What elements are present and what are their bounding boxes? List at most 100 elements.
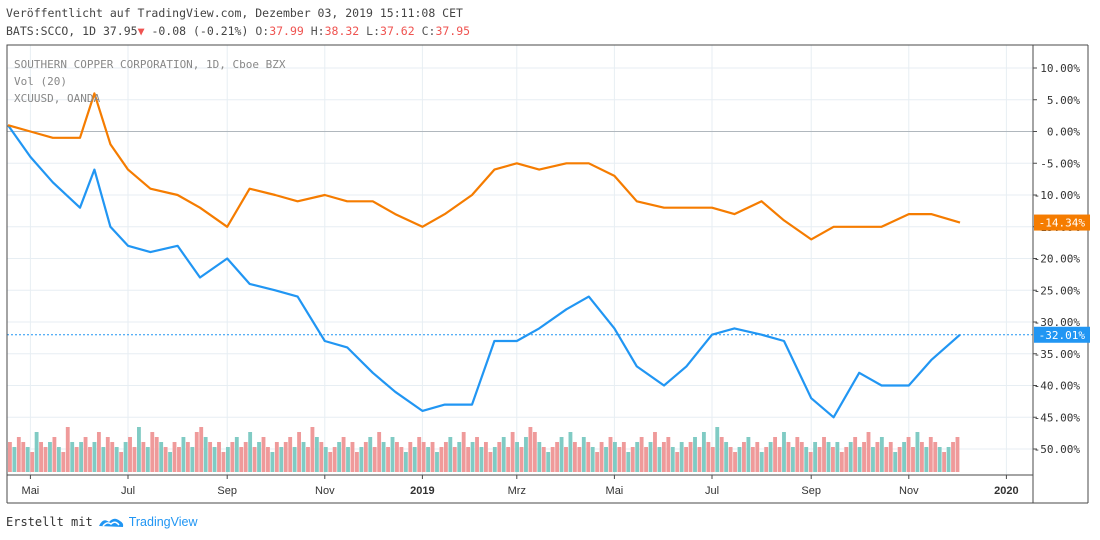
volume-bar bbox=[16, 437, 21, 472]
low-value: 37.62 bbox=[380, 24, 415, 38]
volume-bar bbox=[288, 437, 293, 472]
xcuusd-line bbox=[7, 92, 961, 241]
volume-bar bbox=[448, 437, 453, 472]
volume-bar bbox=[653, 432, 657, 472]
volume-bar bbox=[848, 442, 853, 472]
volume-bar bbox=[359, 447, 364, 472]
volume-bar bbox=[230, 442, 235, 472]
volume-bar bbox=[341, 437, 346, 472]
y-tick-label: -5.00% bbox=[1040, 157, 1080, 170]
volume-bar bbox=[119, 452, 124, 472]
volume-bar bbox=[190, 447, 195, 472]
volume-bar bbox=[475, 437, 479, 472]
last-value-label: -32.01% bbox=[1039, 329, 1086, 342]
volume-bar bbox=[435, 452, 439, 472]
open-value: 37.99 bbox=[269, 24, 304, 38]
volume-bar bbox=[528, 427, 533, 472]
volume-bar bbox=[337, 442, 342, 472]
volume-bar bbox=[590, 447, 595, 472]
volume-bar bbox=[154, 437, 159, 472]
volume-bar bbox=[261, 437, 266, 472]
volume-bar bbox=[630, 447, 635, 472]
tradingview-link[interactable]: TradingView bbox=[128, 515, 198, 529]
low-label: L: bbox=[366, 24, 381, 38]
volume-bar bbox=[217, 442, 221, 472]
volume-bar bbox=[439, 447, 444, 472]
volume-bar bbox=[194, 432, 199, 472]
volume-bar bbox=[92, 442, 97, 472]
volume-bar bbox=[30, 452, 35, 472]
y-tick-label: 0.00% bbox=[1047, 126, 1080, 139]
volume-bar bbox=[443, 442, 448, 472]
volume-bar bbox=[719, 437, 724, 472]
volume-bar bbox=[919, 442, 924, 472]
created-with: Erstellt mit bbox=[6, 515, 93, 529]
x-tick-label: Mai bbox=[606, 485, 624, 497]
volume-bar bbox=[648, 442, 653, 472]
volume-bar bbox=[599, 442, 604, 472]
grid bbox=[7, 45, 1033, 475]
volume-bar bbox=[951, 442, 955, 472]
volume-bar bbox=[470, 442, 475, 472]
volume-bar bbox=[221, 452, 226, 472]
tradingview-logo-icon bbox=[98, 518, 123, 527]
volume-bar bbox=[786, 442, 791, 472]
volume-bar bbox=[688, 442, 693, 472]
volume-bar bbox=[617, 447, 622, 472]
volume-bar bbox=[506, 447, 511, 472]
volume-bar bbox=[537, 442, 542, 472]
x-tick-label: Jul bbox=[121, 485, 135, 497]
volume-bar bbox=[568, 432, 573, 472]
volume-bar bbox=[759, 452, 764, 472]
y-tick-label: -25.00% bbox=[1034, 284, 1081, 297]
y-tick-label: 10.00% bbox=[1040, 62, 1080, 75]
volume-bar bbox=[301, 442, 306, 472]
volume-bar bbox=[61, 452, 66, 472]
volume-bar bbox=[65, 427, 70, 472]
volume-bar bbox=[332, 447, 337, 472]
symbol-line: BATS:SCCO, 1D 37.95▼ -0.08 (-0.21%) O:37… bbox=[6, 24, 470, 38]
volume-bar bbox=[750, 447, 755, 472]
volume-bar bbox=[297, 432, 302, 472]
volume-bar bbox=[715, 427, 720, 472]
volume-bar bbox=[484, 442, 488, 472]
x-tick-label: Mrz bbox=[508, 485, 526, 497]
volume-bar bbox=[128, 437, 132, 472]
down-arrow-icon: ▼ bbox=[137, 24, 145, 38]
volume-bar bbox=[372, 447, 377, 472]
volume-bar bbox=[790, 447, 795, 472]
last-price: 37.95 bbox=[102, 24, 138, 38]
volume-bar bbox=[390, 437, 395, 472]
volume-bar bbox=[532, 432, 537, 472]
price-change: -0.08 (-0.21%) bbox=[151, 24, 249, 38]
volume-bar bbox=[101, 447, 106, 472]
volume-bar bbox=[577, 447, 582, 472]
volume-bar bbox=[684, 447, 689, 472]
volume-bar bbox=[706, 442, 711, 472]
volume-bar bbox=[595, 452, 600, 472]
volume-bar bbox=[657, 447, 662, 472]
volume-bar bbox=[515, 442, 519, 472]
volume-bar bbox=[225, 447, 230, 472]
volume-bar bbox=[666, 437, 671, 472]
volume-bar bbox=[888, 442, 893, 472]
volume-bar bbox=[559, 437, 564, 472]
last-value-badge bbox=[1034, 214, 1090, 231]
volume-bar bbox=[644, 447, 648, 472]
volume-bar bbox=[70, 442, 75, 472]
volume-bar bbox=[239, 447, 244, 472]
volume-bar bbox=[501, 437, 506, 472]
x-tick-label: Sep bbox=[801, 485, 821, 497]
last-value-badge bbox=[1034, 326, 1090, 343]
volume-bar bbox=[421, 442, 426, 472]
volume-bar bbox=[497, 442, 502, 472]
volume-bar bbox=[555, 442, 560, 472]
y-tick-label: -10.00% bbox=[1034, 189, 1081, 202]
volume-bar bbox=[181, 437, 186, 472]
y-tick-label: -30.00% bbox=[1034, 316, 1081, 329]
volume-bar bbox=[795, 437, 800, 472]
volume-bar bbox=[208, 442, 213, 472]
volume-bar bbox=[266, 447, 270, 472]
volume-bar bbox=[105, 437, 110, 472]
